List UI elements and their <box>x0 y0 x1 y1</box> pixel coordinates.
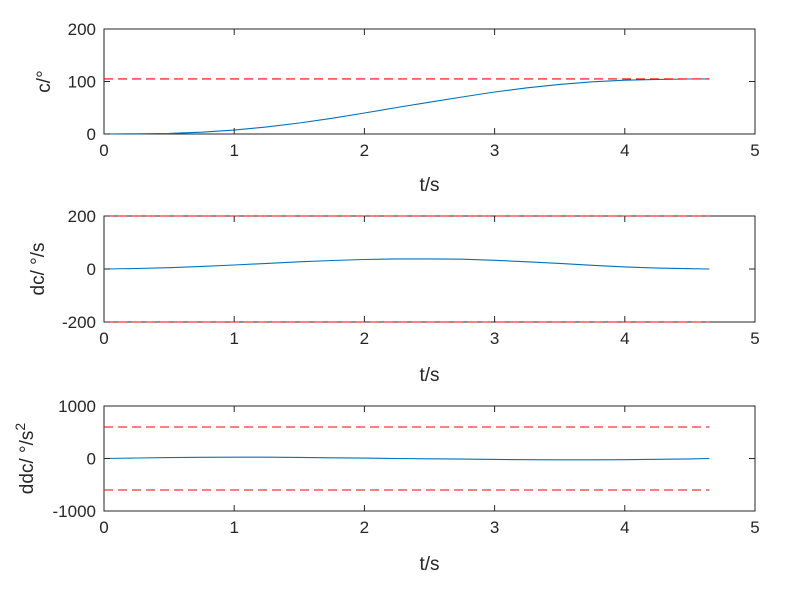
x-tick-label: 4 <box>620 141 629 160</box>
x-tick-label: 0 <box>99 141 108 160</box>
y-tick-label: 100 <box>68 73 96 92</box>
series-line <box>103 456 710 461</box>
y-axis-label-text: ddc/ °/s <box>17 431 38 495</box>
x-tick-label: 5 <box>750 518 759 537</box>
series-group <box>103 426 710 491</box>
x-tick-label: 5 <box>750 141 759 160</box>
series-group <box>103 215 710 323</box>
plot-area <box>103 28 756 135</box>
y-tick-label: 200 <box>68 207 96 226</box>
series-group <box>103 78 710 135</box>
x-tick-label: 4 <box>620 329 629 348</box>
x-tick-label: 2 <box>360 329 369 348</box>
x-tick-label: 3 <box>490 329 499 348</box>
y-tick-label: 0 <box>87 125 96 144</box>
y-tick-label: 0 <box>87 260 96 279</box>
x-tick-label: 0 <box>99 518 108 537</box>
x-tick-label: 3 <box>490 518 499 537</box>
x-tick-label: 4 <box>620 518 629 537</box>
x-tick-label: 1 <box>229 329 238 348</box>
y-axis-label: c/° <box>34 70 55 92</box>
x-axis-label: t/s <box>419 554 439 575</box>
x-tick-label: 5 <box>750 329 759 348</box>
x-tick-label: 2 <box>360 141 369 160</box>
plot-area <box>103 215 756 323</box>
subplot-position: 0 1 2 3 4 5 0 100 200 t/s c/° <box>34 20 760 196</box>
y-tick-label: 0 <box>87 450 96 469</box>
x-axis-label: t/s <box>419 175 439 196</box>
series-line <box>103 258 710 270</box>
x-tick-label: 1 <box>229 141 238 160</box>
tick-group: 0 1 2 3 4 5 0 100 200 <box>68 20 760 160</box>
x-tick-label: 2 <box>360 518 369 537</box>
y-axis-label: ddc/ °/s2 <box>12 423 38 495</box>
y-axis-label: dc/ °/s <box>28 242 49 295</box>
x-tick-label: 1 <box>229 518 238 537</box>
series-line <box>103 78 710 135</box>
y-tick-label: 200 <box>68 20 96 39</box>
y-tick-label: -200 <box>62 313 96 332</box>
y-tick-label: -1000 <box>53 502 96 521</box>
y-axis-label-superscript: 2 <box>12 423 28 431</box>
x-axis-label: t/s <box>419 365 439 386</box>
x-tick-label: 0 <box>99 329 108 348</box>
x-tick-label: 3 <box>490 141 499 160</box>
y-tick-label: 1000 <box>58 397 96 416</box>
